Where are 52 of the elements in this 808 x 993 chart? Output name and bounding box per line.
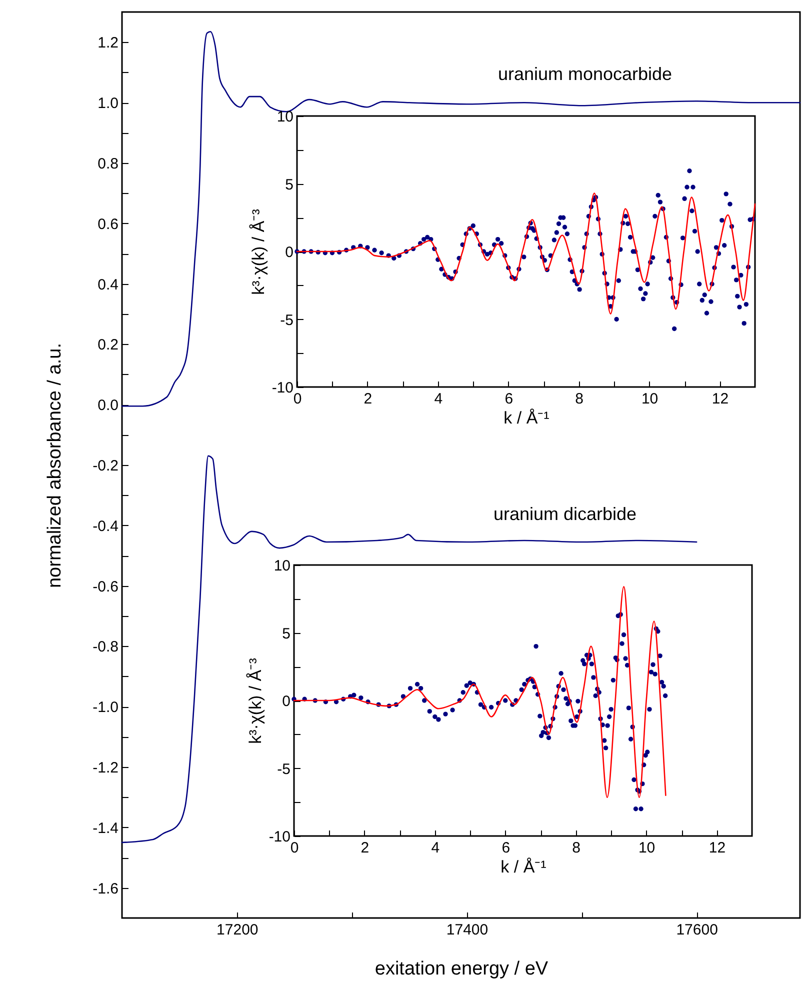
- x-tick-label: 17600: [676, 922, 718, 938]
- y-tick-label: -0.2: [92, 458, 118, 474]
- y-tick-label: 10: [276, 108, 294, 126]
- x-tick-label: 17400: [446, 922, 488, 938]
- y-axis-title: k³·χ(k) / Å⁻³: [246, 658, 265, 744]
- y-tick-label: 0.2: [98, 336, 118, 354]
- line-series: [121, 455, 698, 844]
- line-series: [121, 30, 801, 407]
- y-tick-label: -10: [268, 828, 290, 846]
- y-tick-label: 1.0: [98, 95, 118, 112]
- series-label: uranium monocarbide: [498, 64, 672, 84]
- x-tick-label: 6: [504, 390, 514, 408]
- y-tick-label: -1.0: [92, 699, 118, 716]
- x-tick-label: 2: [364, 390, 372, 408]
- y-tick-label: -10: [272, 380, 294, 396]
- line-series: [293, 586, 666, 798]
- x-tick-label: 2: [360, 840, 370, 856]
- y-tick-label: -0.6: [92, 578, 118, 596]
- y-tick-label: -0.8: [92, 638, 118, 656]
- y-tick-label: 5: [285, 176, 294, 194]
- y-tick-label: 1.2: [98, 34, 118, 52]
- y-tick-label: -1.4: [92, 820, 118, 837]
- x-axis-title: exitation energy / eV: [374, 958, 548, 980]
- y-tick-label: 0: [285, 244, 294, 261]
- series-label: uranium dicarbide: [493, 504, 637, 524]
- y-tick-label: -0.4: [92, 518, 118, 535]
- y-tick-label: 10: [274, 558, 290, 574]
- x-tick-label: 4: [431, 840, 440, 856]
- y-tick-label: -1.6: [92, 880, 118, 898]
- y-tick-label: -5: [277, 760, 290, 778]
- y-tick-label: 0: [282, 693, 290, 710]
- y-tick-label: 5: [282, 625, 290, 642]
- x-tick-label: 8: [575, 390, 584, 408]
- x-tick-label: 6: [502, 840, 510, 856]
- y-tick-label: -5: [280, 312, 294, 329]
- y-axis-title: k³·χ(k) / Å⁻³: [248, 208, 268, 295]
- x-axis-title: k / Å⁻¹: [504, 408, 550, 428]
- y-axis-title: normalized absorbance / a.u.: [44, 342, 66, 588]
- x-tick-label: 12: [708, 840, 726, 856]
- x-axis-title: k / Å⁻¹: [500, 858, 547, 876]
- x-tick-label: 10: [638, 840, 656, 856]
- y-tick-label: -1.2: [92, 760, 118, 776]
- y-tick-label: 0.8: [98, 156, 118, 172]
- y-tick-label: 0.6: [98, 216, 118, 233]
- y-tick-label: 0.0: [98, 397, 118, 414]
- line-series: [296, 192, 756, 314]
- x-tick-label: 17200: [216, 922, 258, 938]
- y-tick-label: 0.4: [98, 276, 118, 294]
- x-tick-label: 10: [641, 390, 658, 408]
- x-tick-label: 8: [572, 840, 581, 856]
- x-tick-label: 12: [712, 390, 729, 408]
- x-tick-label: 4: [434, 390, 443, 408]
